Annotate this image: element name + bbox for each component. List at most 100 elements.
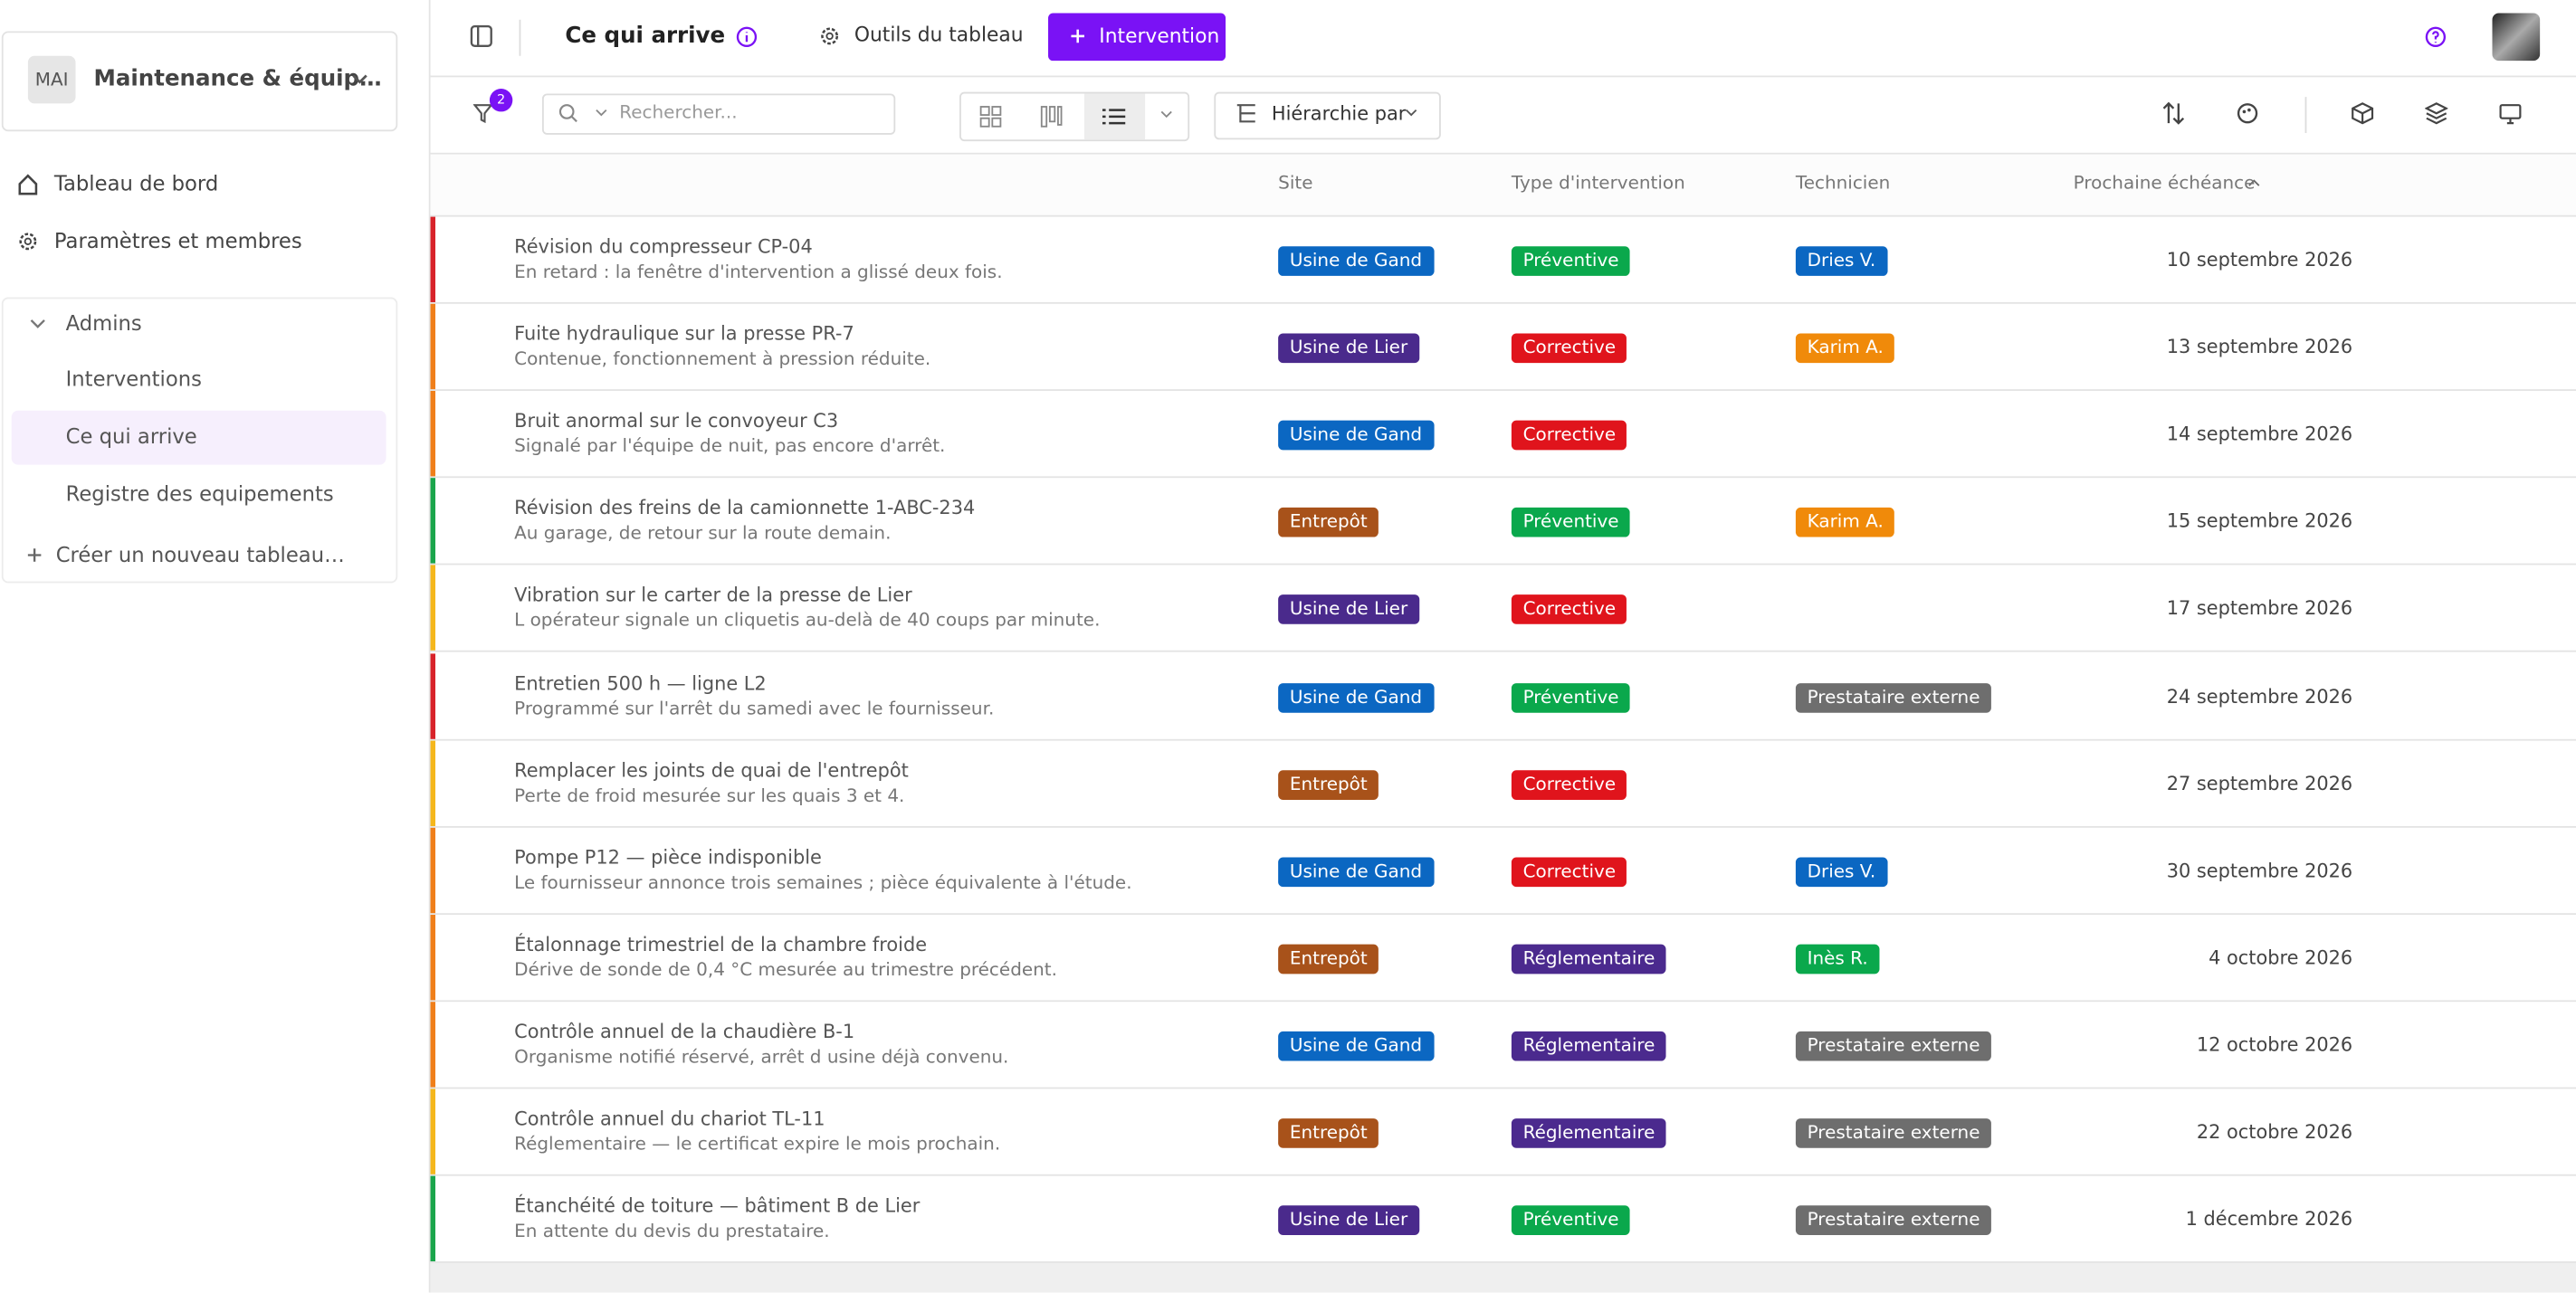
- avatar[interactable]: [2492, 13, 2541, 62]
- list-view-button[interactable]: [1102, 105, 1126, 128]
- nav-item[interactable]: Paramètres et membres: [53, 228, 302, 253]
- plus-icon: [27, 548, 42, 562]
- row[interactable]: [430, 915, 2576, 1002]
- sidebar: [0, 0, 431, 1293]
- row-title: Bruit anormal sur le convoyeur C3: [514, 409, 839, 433]
- row-title: Révision des freins de la camionnette 1-…: [514, 496, 976, 520]
- row[interactable]: [430, 740, 2576, 828]
- row-subtitle: Organisme notifié réservé, arrêt d usine…: [514, 1046, 1009, 1068]
- view-menu[interactable]: [1159, 110, 1173, 120]
- type-tag: Préventive: [1511, 682, 1631, 712]
- box-button[interactable]: [2351, 102, 2374, 125]
- info-icon[interactable]: [736, 26, 758, 48]
- admins-box: [1, 297, 398, 584]
- technician-tag: Prestataire externe: [1795, 1031, 1992, 1061]
- workspace-switcher[interactable]: [1, 31, 398, 132]
- search-box[interactable]: [541, 93, 896, 135]
- nav-group[interactable]: Admins: [65, 310, 142, 336]
- display-button[interactable]: [2499, 102, 2522, 125]
- row[interactable]: [430, 827, 2576, 915]
- row-subtitle: Programmé sur l'arrêt du samedi avec le …: [514, 697, 995, 719]
- workspace-name: Maintenance & équip…: [93, 65, 382, 92]
- chevron-icon: [352, 74, 367, 84]
- column-header[interactable]: Prochaine échéance: [2073, 172, 2256, 195]
- row-accent: [430, 652, 436, 738]
- sort-arrow: [2248, 179, 2260, 186]
- technician-tag: Prestataire externe: [1795, 1205, 1992, 1236]
- color-button[interactable]: [2236, 102, 2258, 125]
- grid-view-button[interactable]: [979, 105, 1002, 128]
- row-title: Remplacer les joints de quai de l'entrep…: [514, 757, 909, 782]
- technician-tag: Karim A.: [1795, 333, 1895, 364]
- board-title: Ce qui arrive: [565, 23, 726, 50]
- row[interactable]: [430, 1089, 2576, 1176]
- nav-item[interactable]: Tableau de bord: [53, 170, 219, 195]
- due-date: 10 septembre 2026: [2166, 248, 2353, 271]
- divider: [519, 19, 521, 56]
- search-placeholder: Rechercher...: [619, 101, 738, 124]
- column-header[interactable]: Site: [1278, 172, 1313, 195]
- divider: [2304, 97, 2307, 134]
- site-tag: Entrepôt: [1278, 508, 1379, 538]
- row-accent: [430, 827, 436, 913]
- site-tag: Usine de Gand: [1278, 246, 1434, 276]
- row-title: Révision du compresseur CP-04: [514, 234, 813, 258]
- row-subtitle: Dérive de sonde de 0,4 °C mesurée au tri…: [514, 958, 1057, 981]
- table-header: [430, 154, 2576, 217]
- nav-item[interactable]: Ce qui arrive: [65, 423, 197, 449]
- hierarchy-chevron: [1406, 109, 1417, 117]
- row[interactable]: [430, 653, 2576, 740]
- row[interactable]: [430, 304, 2576, 392]
- nav-item[interactable]: Registre des equipements: [65, 480, 334, 507]
- row[interactable]: [430, 1002, 2576, 1089]
- row[interactable]: [430, 217, 2576, 304]
- column-header[interactable]: Technicien: [1795, 172, 1891, 195]
- tools-button[interactable]: Outils du tableau: [854, 23, 1024, 46]
- row-subtitle: Perte de froid mesurée sur les quais 3 e…: [514, 784, 905, 806]
- due-date: 22 octobre 2026: [2196, 1119, 2353, 1144]
- due-date: 24 septembre 2026: [2166, 683, 2353, 708]
- due-date: 15 septembre 2026: [2166, 509, 2353, 533]
- due-date: 12 octobre 2026: [2196, 1032, 2353, 1056]
- row-accent: [430, 1002, 436, 1088]
- row-title: Contrôle annuel du chariot TL-11: [514, 1107, 825, 1130]
- technician-tag: Inès R.: [1795, 944, 1880, 974]
- hierarchy-label: Hiérarchie par: [1271, 101, 1407, 125]
- row-subtitle: En attente du devis du prestataire.: [514, 1220, 830, 1242]
- type-tag: Préventive: [1511, 1205, 1631, 1236]
- home-icon: [18, 174, 38, 195]
- row[interactable]: [430, 479, 2576, 566]
- type-tag: Réglementaire: [1511, 1118, 1667, 1148]
- site-tag: Entrepôt: [1278, 1118, 1379, 1148]
- due-date: 1 décembre 2026: [2185, 1207, 2353, 1231]
- row-title: Étalonnage trimestriel de la chambre fro…: [514, 932, 928, 956]
- hierarchy-icon: [1236, 104, 1255, 123]
- sort-button[interactable]: [2162, 101, 2185, 125]
- type-tag: Corrective: [1511, 333, 1627, 364]
- row[interactable]: [430, 566, 2576, 653]
- row-accent: [430, 303, 436, 390]
- layers-button[interactable]: [2425, 102, 2448, 125]
- site-tag: Entrepôt: [1278, 944, 1379, 974]
- site-tag: Usine de Gand: [1278, 682, 1434, 712]
- site-tag: Entrepôt: [1278, 769, 1379, 800]
- row-accent: [430, 914, 436, 1001]
- kanban-view-button[interactable]: [1040, 105, 1063, 128]
- create-board[interactable]: Créer un nouveau tableau…: [55, 541, 345, 567]
- due-date: 27 septembre 2026: [2166, 771, 2353, 794]
- due-date: 17 septembre 2026: [2166, 596, 2353, 621]
- row-subtitle: En retard : la fenêtre d'intervention a …: [514, 261, 1003, 283]
- column-header[interactable]: Type d'intervention: [1511, 172, 1685, 195]
- row[interactable]: [430, 391, 2576, 479]
- plus-icon: [1071, 29, 1084, 43]
- view-toggle: [959, 91, 1190, 142]
- help-icon[interactable]: [2425, 26, 2447, 48]
- search-icon: [558, 104, 577, 123]
- sidebar-toggle[interactable]: [470, 24, 492, 48]
- filter-icon[interactable]: [472, 103, 493, 124]
- row[interactable]: [430, 1176, 2576, 1263]
- tools-icon: [821, 27, 839, 45]
- hierarchy-button[interactable]: [1214, 91, 1441, 140]
- nav-item[interactable]: Interventions: [65, 366, 202, 391]
